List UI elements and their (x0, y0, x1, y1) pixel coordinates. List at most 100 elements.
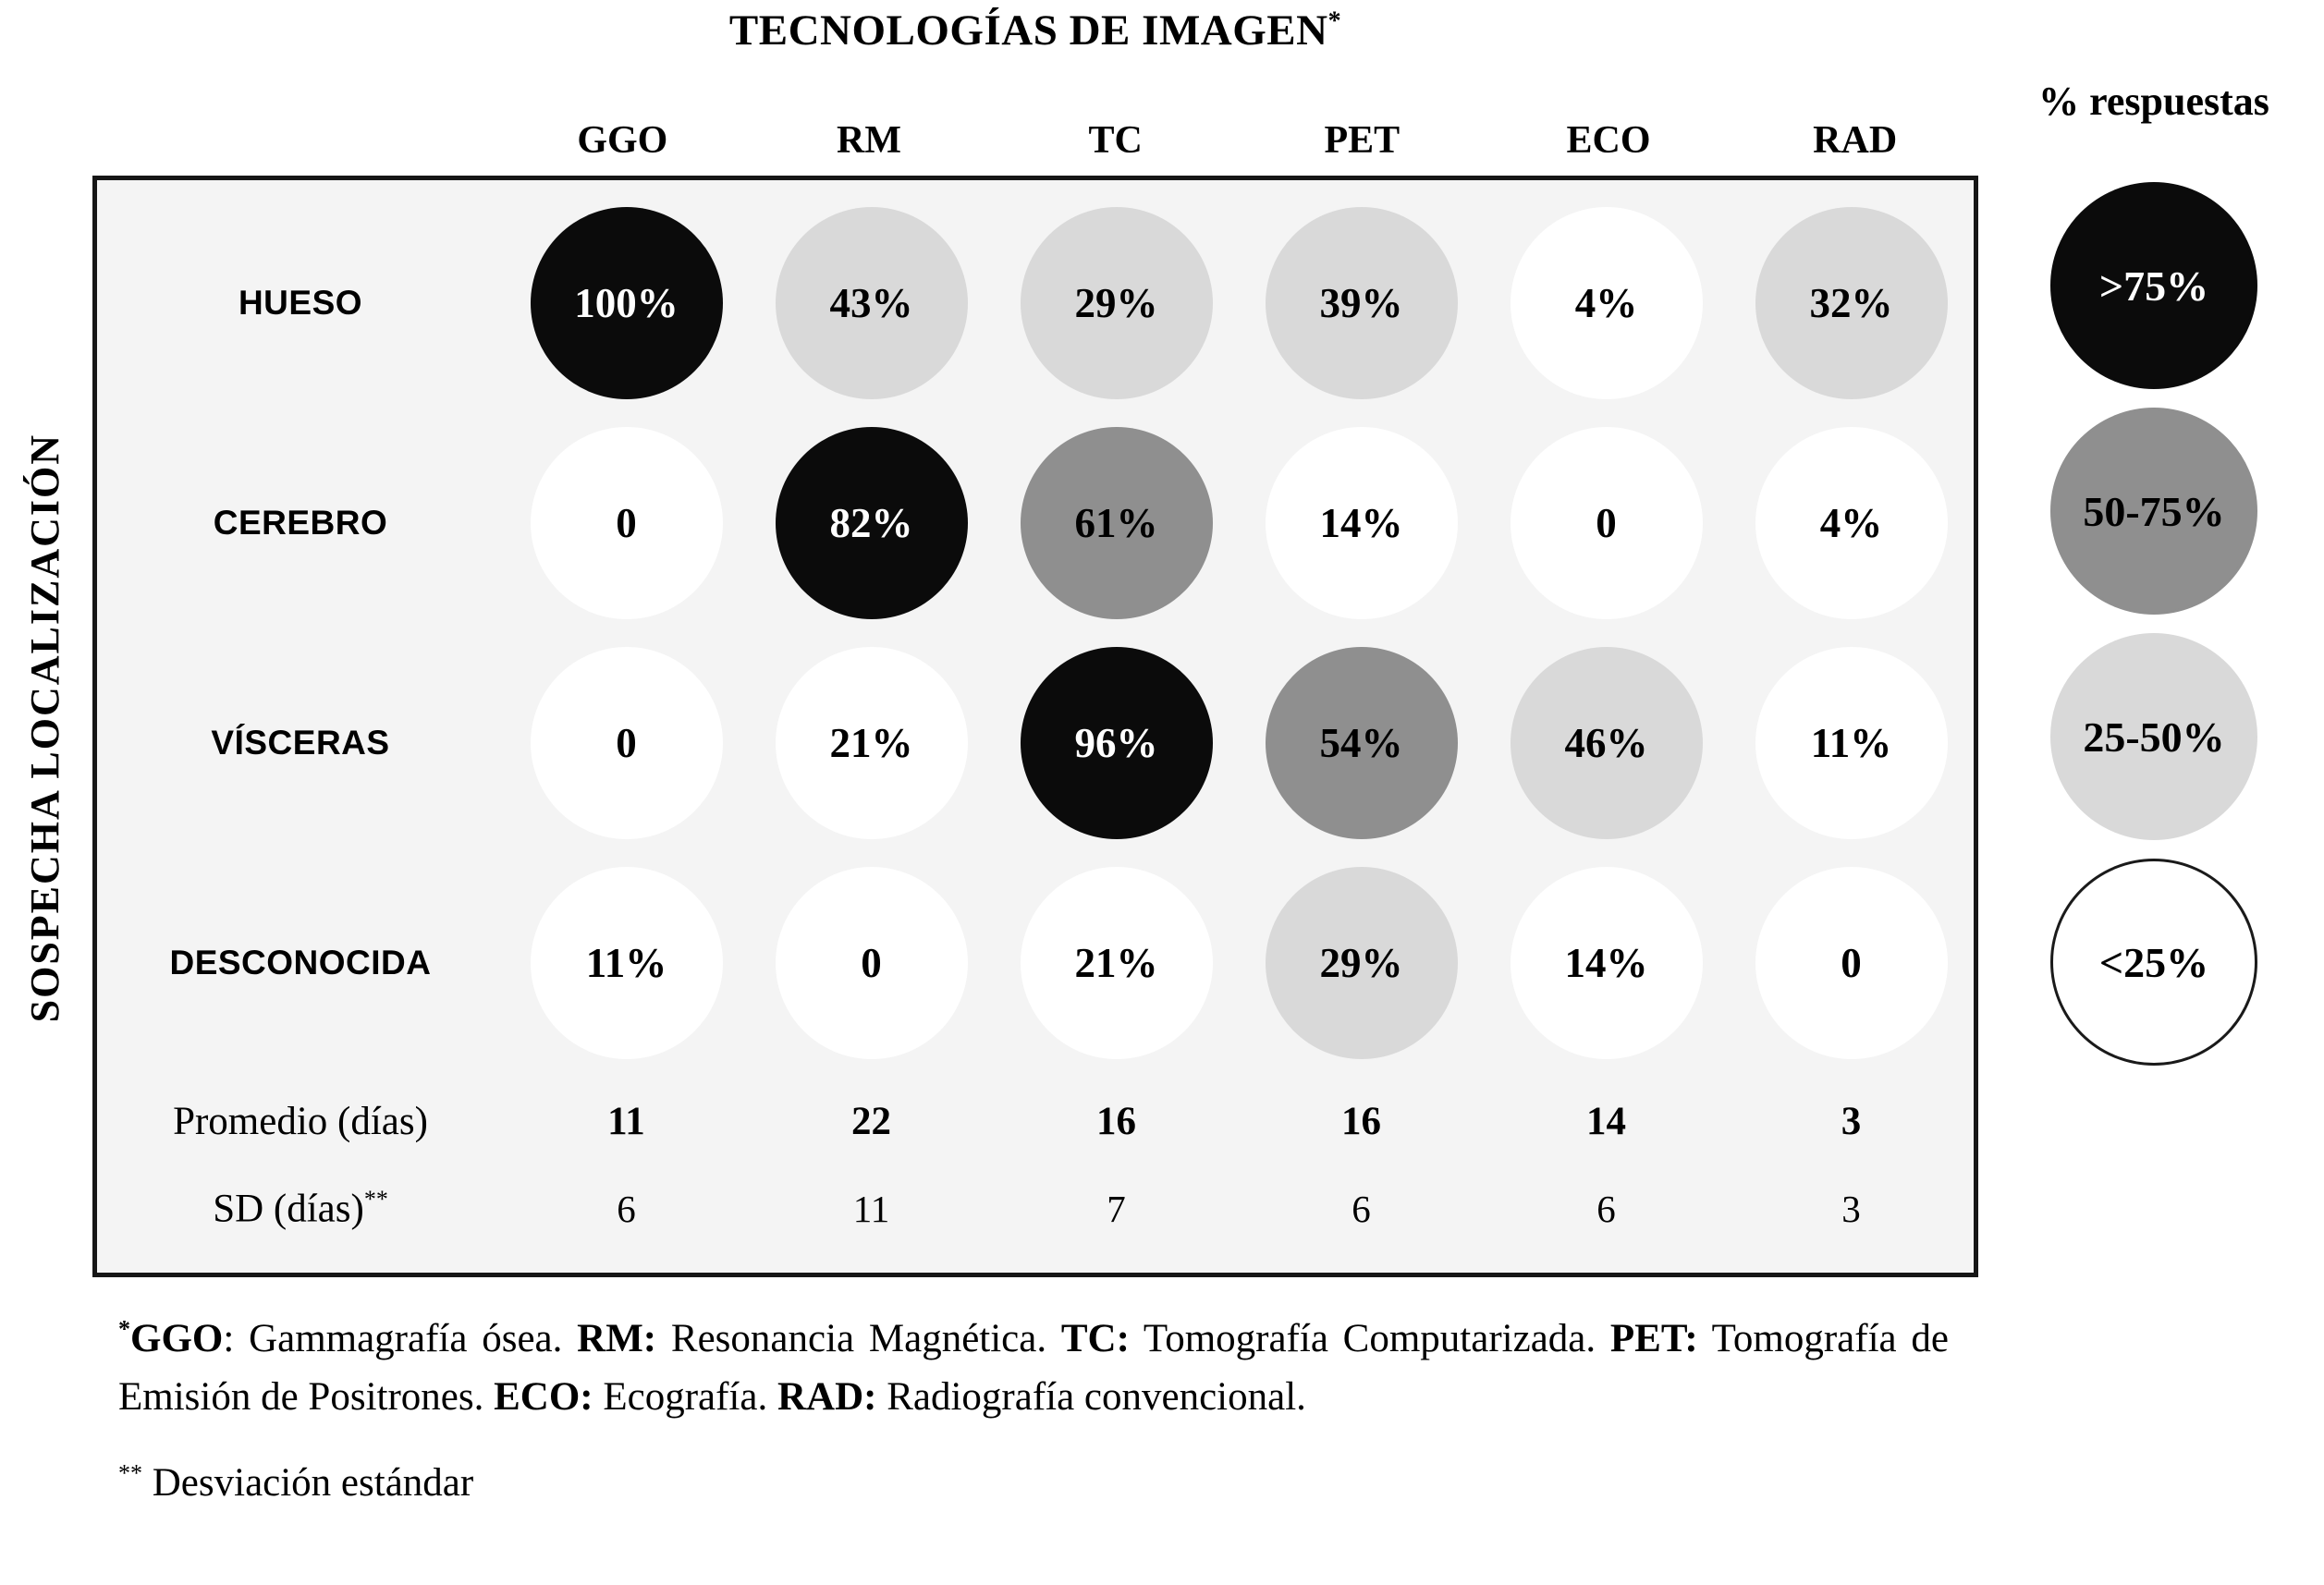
bubble-cell-pet: 29% (1239, 867, 1484, 1059)
bubble-cell-tc: 96% (994, 647, 1239, 839)
bubble-value: 4% (1755, 427, 1948, 619)
bubble-value: 0 (1510, 427, 1703, 619)
footnote-segment: RM: (577, 1317, 657, 1360)
bubble-value: 21% (775, 647, 968, 839)
bubble-cell-tc: 29% (994, 207, 1239, 399)
bubble-value: 61% (1020, 427, 1213, 619)
footnote-segment: * (118, 1315, 130, 1343)
summary-value: 6 (1596, 1188, 1616, 1230)
bubble-value: 11% (1755, 647, 1948, 839)
bubble-value: 0 (530, 427, 723, 619)
footnotes: *GGO: Gammagrafía ósea. RM: Resonancia M… (118, 1311, 1949, 1512)
row-label: CEREBRO (213, 504, 388, 542)
bubble-cell-ggo: 0 (504, 647, 749, 839)
chart-title-text: TECNOLOGÍAS DE IMAGEN (728, 6, 1328, 55)
bubble-cell-pet: 14% (1239, 427, 1484, 619)
summary-value: 7 (1107, 1188, 1126, 1230)
bubble-value: 46% (1510, 647, 1703, 839)
footnote-abbreviations: *GGO: Gammagrafía ósea. RM: Resonancia M… (118, 1311, 1949, 1427)
row-label: DESCONOCIDA (169, 944, 432, 981)
bubble-value: 54% (1265, 647, 1458, 839)
bubble-cell-eco: 4% (1484, 207, 1729, 399)
footnote-segment: Desviación estándar (142, 1460, 474, 1505)
summary-row-promedio: Promedio (días) 11 22 16 16 14 3 (97, 1073, 1974, 1169)
footnote-segment: Radiografía convencional. (876, 1374, 1306, 1419)
matrix-area: GGO RM TC PET ECO RAD HUESO 100% 43% 29% 39% 4% 32%… (92, 0, 1978, 1512)
legend-item-b50_75: 50-75% (2050, 408, 2257, 615)
bubble-cell-eco: 14% (1484, 867, 1729, 1059)
summary-label: Promedio (días) (173, 1099, 428, 1143)
bubble-cell-eco: 0 (1484, 427, 1729, 619)
bubble-cell-pet: 54% (1239, 647, 1484, 839)
matrix-rows: HUESO 100% 43% 29% 39% 4% 32% CEREBRO 0 82% 61% 14%… (97, 193, 1974, 1073)
summary-value: 16 (1341, 1099, 1381, 1143)
matrix-row-desconocida: DESCONOCIDA 11% 0 21% 29% 14% 0 (97, 853, 1974, 1073)
summary-value: 16 (1096, 1099, 1136, 1143)
y-axis-label-text: SOSPECHA LOCALIZACIÓN (21, 433, 67, 1023)
chart-title-asterisk: * (1327, 6, 1342, 36)
column-header-eco: ECO (1566, 119, 1651, 162)
legend-item-lt25: <25% (2050, 859, 2257, 1066)
footnote-segment: : Gammagrafía ósea. (223, 1317, 578, 1360)
matrix-panel: HUESO 100% 43% 29% 39% 4% 32% CEREBRO 0 82% 61% 14%… (92, 176, 1978, 1277)
summary-label: SD (días)** (213, 1186, 388, 1231)
bubble-value: 39% (1265, 207, 1458, 399)
footnote-segment: ECO: (494, 1374, 593, 1419)
bubble-value: 0 (530, 647, 723, 839)
y-axis-label: SOSPECHA LOCALIZACIÓN (0, 178, 89, 1278)
footnote-standard-deviation: ** Desviación estándar (118, 1455, 1949, 1513)
matrix-row-vísceras: VÍSCERAS 0 21% 96% 54% 46% 11% (97, 633, 1974, 853)
legend-item-b25_50: 25-50% (2050, 633, 2257, 840)
footnote-segment: Tomografía de Emisión de Positrones. (118, 1317, 1949, 1419)
bubble-cell-rm: 82% (749, 427, 994, 619)
summary-value: 14 (1586, 1099, 1626, 1143)
footnote-segment: Resonancia Magnética. (656, 1317, 1061, 1360)
bubble-cell-rm: 43% (749, 207, 994, 399)
summary-value: 3 (1841, 1188, 1861, 1230)
column-headers: GGO RM TC PET ECO RAD (92, 0, 1978, 176)
summary-value: 6 (1352, 1188, 1371, 1230)
column-header-ggo: GGO (577, 119, 668, 162)
bubble-value: 29% (1265, 867, 1458, 1059)
bubble-value: 82% (775, 427, 968, 619)
summary-value: 22 (851, 1099, 891, 1143)
legend-item-gt75: >75% (2050, 182, 2257, 389)
column-header-pet: PET (1324, 119, 1401, 162)
legend-title: % respuestas (2038, 79, 2269, 124)
bubble-cell-tc: 61% (994, 427, 1239, 619)
column-header-tc: TC (1088, 119, 1143, 162)
summary-rows: Promedio (días) 11 22 16 16 14 3 SD (días)** 6 11… (97, 1073, 1974, 1249)
matrix-row-hueso: HUESO 100% 43% 29% 39% 4% 32% (97, 193, 1974, 413)
bubble-value: 21% (1020, 867, 1213, 1059)
row-label: HUESO (238, 284, 363, 322)
footnote-segment: ** (118, 1459, 142, 1487)
bubble-cell-rm: 0 (749, 867, 994, 1059)
footnote-segment: Ecografía. (593, 1374, 777, 1419)
bubble-cell-eco: 46% (1484, 647, 1729, 839)
row-label: VÍSCERAS (211, 724, 390, 762)
summary-row-sd: SD (días)** 6 11 7 6 6 3 (97, 1169, 1974, 1249)
bubble-value: 32% (1755, 207, 1948, 399)
bubble-cell-rm: 21% (749, 647, 994, 839)
bubble-cell-rad: 0 (1729, 867, 1974, 1059)
bubble-cell-rad: 4% (1729, 427, 1974, 619)
bubble-cell-ggo: 11% (504, 867, 749, 1059)
chart-title: TECNOLOGÍAS DE IMAGEN* (92, 6, 1978, 55)
bubble-value: 100% (530, 207, 723, 399)
summary-value: 11 (852, 1188, 890, 1230)
column-header-rad: RAD (1813, 119, 1898, 162)
bubble-cell-rad: 32% (1729, 207, 1974, 399)
legend-items: >75% 50-75% 25-50% <25% (1984, 182, 2324, 1066)
summary-value: 3 (1841, 1099, 1862, 1143)
bubble-value: 0 (1755, 867, 1948, 1059)
footnote-segment: GGO (130, 1317, 224, 1360)
legend: % respuestas >75% 50-75% 25-50% <25% (1984, 0, 2324, 1066)
bubble-value: 96% (1020, 647, 1213, 839)
footnote-segment: TC: (1060, 1317, 1130, 1360)
footnote-segment: Tomografía Computarizada. (1129, 1317, 1610, 1360)
bubble-value: 11% (530, 867, 723, 1059)
summary-label-sup: ** (363, 1186, 388, 1213)
bubble-cell-ggo: 100% (504, 207, 749, 399)
bubble-cell-ggo: 0 (504, 427, 749, 619)
